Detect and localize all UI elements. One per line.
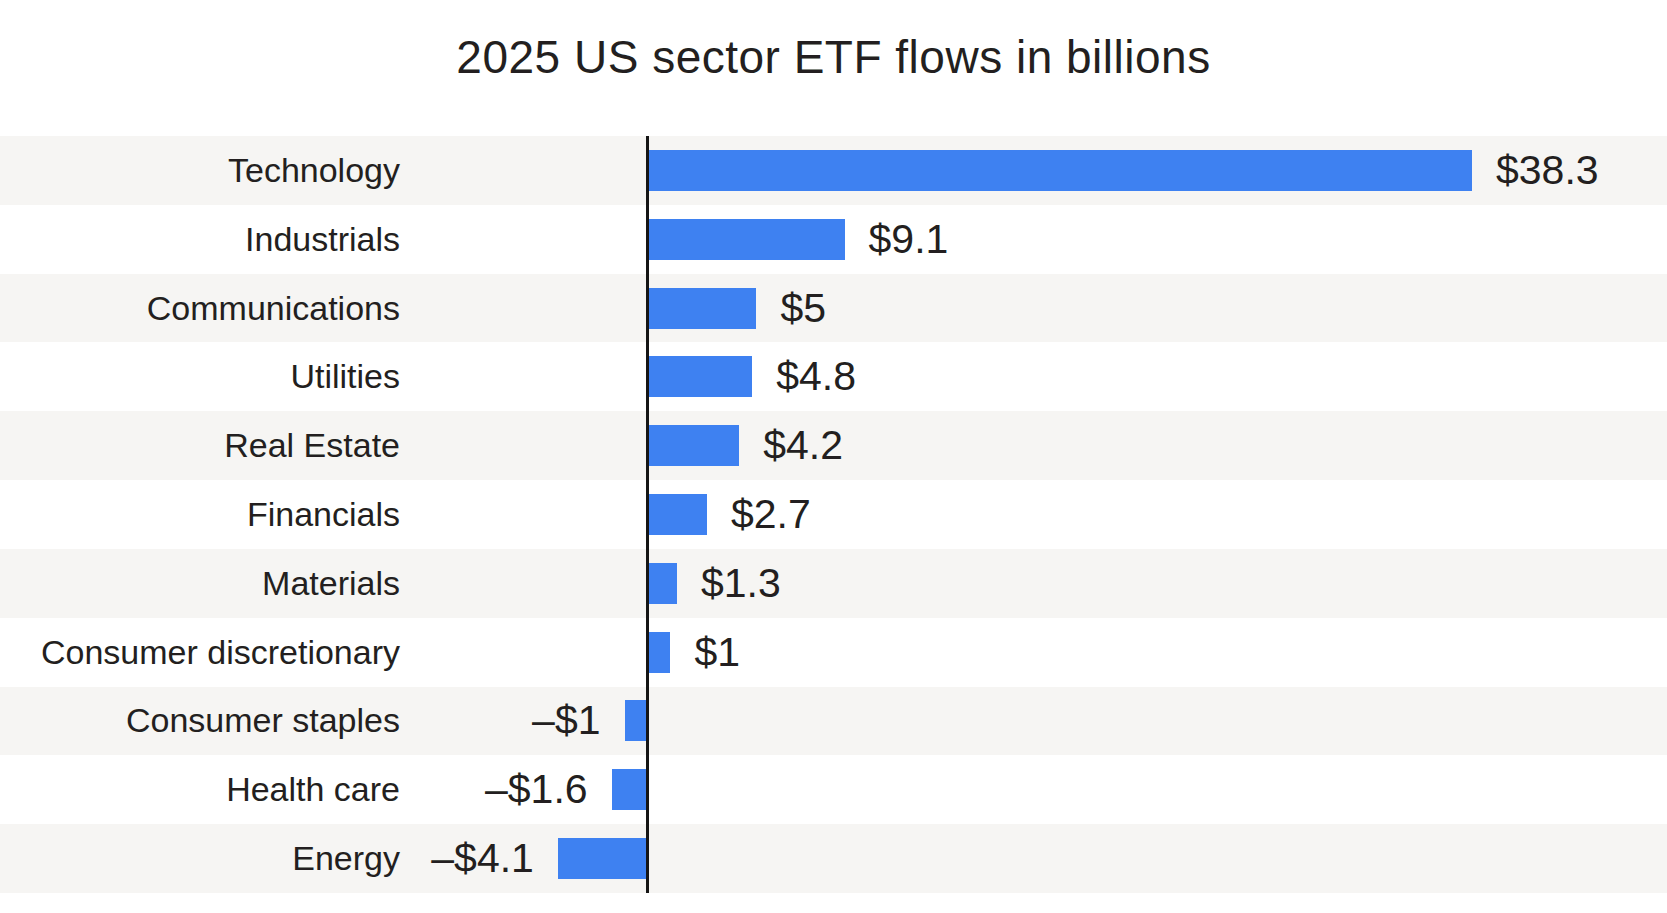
bar-value-label: $4.2 — [763, 411, 843, 480]
chart-row: Consumer staples –$1 — [0, 687, 1667, 756]
chart-row: Energy –$4.1 — [0, 824, 1667, 893]
bar — [558, 838, 646, 879]
chart-row: Communications $5 — [0, 274, 1667, 343]
chart-row: Industrials $9.1 — [0, 205, 1667, 274]
category-label: Consumer discretionary — [0, 618, 400, 687]
category-label: Technology — [0, 136, 400, 205]
bar-value-label: $2.7 — [731, 480, 811, 549]
zero-baseline-axis — [646, 136, 649, 893]
chart-title: 2025 US sector ETF flows in billions — [0, 30, 1667, 84]
category-label: Communications — [0, 274, 400, 343]
bar — [649, 150, 1472, 191]
bar-value-label: –$1.6 — [485, 755, 588, 824]
bar-value-label: –$4.1 — [431, 824, 534, 893]
bar-value-label: $38.3 — [1496, 136, 1599, 205]
chart-row: Financials $2.7 — [0, 480, 1667, 549]
chart-row: Health care –$1.6 — [0, 755, 1667, 824]
bar — [649, 356, 752, 397]
bar-value-label: –$1 — [532, 687, 600, 756]
chart-row: Real Estate $4.2 — [0, 411, 1667, 480]
category-label: Industrials — [0, 205, 400, 274]
bar — [649, 563, 677, 604]
category-label: Health care — [0, 755, 400, 824]
category-label: Energy — [0, 824, 400, 893]
bar-value-label: $5 — [780, 274, 826, 343]
category-label: Materials — [0, 549, 400, 618]
bar — [649, 219, 845, 260]
category-label: Consumer staples — [0, 687, 400, 756]
category-label: Real Estate — [0, 411, 400, 480]
bar-value-label: $1.3 — [701, 549, 781, 618]
bar — [625, 700, 646, 741]
chart-row: Technology $38.3 — [0, 136, 1667, 205]
bar-value-label: $9.1 — [869, 205, 949, 274]
bar-value-label: $4.8 — [776, 342, 856, 411]
chart-row: Materials $1.3 — [0, 549, 1667, 618]
chart-canvas: 2025 US sector ETF flows in billions Tec… — [0, 0, 1667, 913]
category-label: Financials — [0, 480, 400, 549]
bar — [649, 425, 739, 466]
bar — [649, 494, 707, 535]
chart-row: Consumer discretionary $1 — [0, 618, 1667, 687]
category-label: Utilities — [0, 342, 400, 411]
bar-value-label: $1 — [694, 618, 740, 687]
plot-area: Technology $38.3 Industrials $9.1 Commun… — [0, 136, 1667, 893]
chart-row: Utilities $4.8 — [0, 342, 1667, 411]
bar — [612, 769, 646, 810]
bar — [649, 288, 756, 329]
bar — [649, 632, 670, 673]
bar-rows-container: Technology $38.3 Industrials $9.1 Commun… — [0, 136, 1667, 893]
